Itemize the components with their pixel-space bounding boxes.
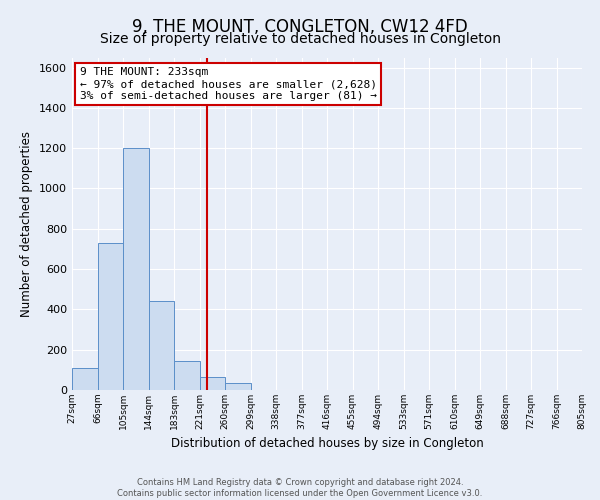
Bar	[72, 368, 97, 390]
Text: Size of property relative to detached houses in Congleton: Size of property relative to detached ho…	[100, 32, 500, 46]
Text: 9 THE MOUNT: 233sqm
← 97% of detached houses are smaller (2,628)
3% of semi-deta: 9 THE MOUNT: 233sqm ← 97% of detached ho…	[80, 68, 377, 100]
Bar	[174, 361, 199, 390]
Bar	[199, 377, 225, 390]
Bar	[123, 148, 149, 390]
Bar	[149, 302, 174, 390]
Bar	[225, 383, 251, 390]
Y-axis label: Number of detached properties: Number of detached properties	[20, 130, 34, 317]
Text: Contains HM Land Registry data © Crown copyright and database right 2024.
Contai: Contains HM Land Registry data © Crown c…	[118, 478, 482, 498]
Bar	[97, 243, 123, 390]
X-axis label: Distribution of detached houses by size in Congleton: Distribution of detached houses by size …	[170, 438, 484, 450]
Text: 9, THE MOUNT, CONGLETON, CW12 4FD: 9, THE MOUNT, CONGLETON, CW12 4FD	[132, 18, 468, 36]
